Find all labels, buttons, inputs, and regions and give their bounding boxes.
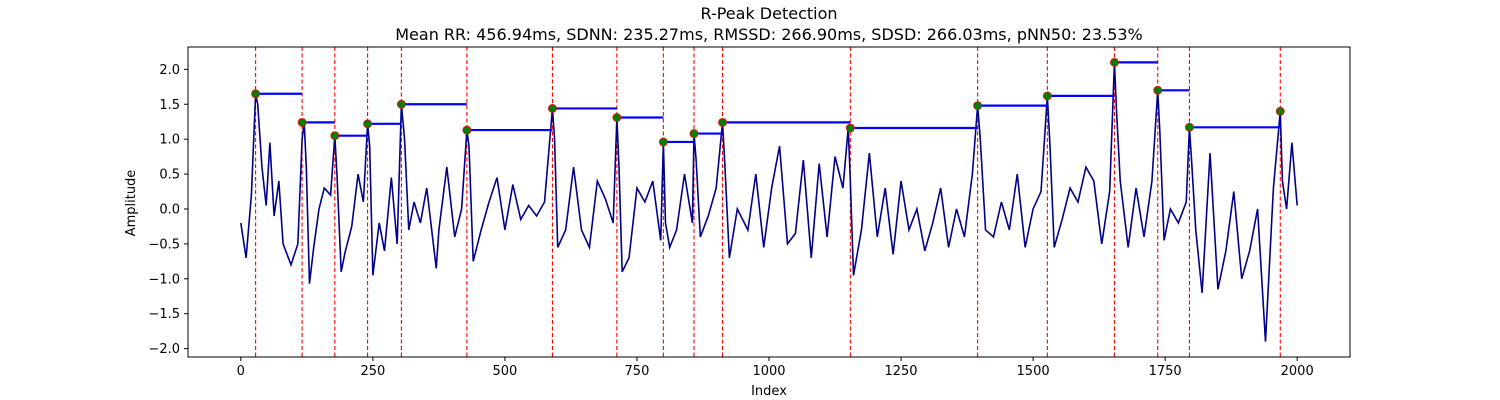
r-peak-point bbox=[1153, 85, 1163, 95]
y-axis-label: Amplitude bbox=[124, 170, 139, 237]
y-tick-label: −1.5 bbox=[148, 307, 180, 322]
rr-interval-segments bbox=[255, 61, 1281, 144]
chart-subtitle: Mean RR: 456.94ms, SDNN: 235.27ms, RMSSD… bbox=[395, 25, 1143, 44]
plot-area bbox=[240, 47, 1298, 357]
r-peak-point bbox=[330, 131, 340, 141]
y-tick-label: −1.0 bbox=[148, 272, 180, 287]
x-tick-label: 2000 bbox=[1281, 364, 1314, 379]
y-tick-label: 2.0 bbox=[159, 63, 180, 78]
x-axis: 0 250 500 750 1000 1250 1500 1750 2000 bbox=[237, 357, 1314, 379]
y-tick-label: 1.0 bbox=[159, 133, 180, 148]
r-peak-point bbox=[845, 123, 855, 133]
y-tick-label: 0.5 bbox=[159, 168, 180, 183]
ecg-signal-line bbox=[240, 62, 1298, 342]
y-tick-label: 1.5 bbox=[159, 98, 180, 113]
y-tick-label: −2.0 bbox=[148, 342, 180, 357]
x-tick-label: 750 bbox=[625, 364, 650, 379]
x-tick-label: 1750 bbox=[1149, 364, 1182, 379]
r-peak-points bbox=[251, 57, 1285, 147]
r-peak-point bbox=[297, 118, 307, 127]
r-peak-point bbox=[1110, 57, 1119, 67]
chart-title: R-Peak Detection bbox=[700, 4, 837, 23]
x-axis-label: Index bbox=[751, 384, 787, 399]
r-peak-point bbox=[658, 137, 668, 147]
x-tick-label: 1250 bbox=[884, 364, 917, 379]
y-axis: −2.0 −1.5 −1.0 −0.5 0.0 0.5 1.0 1.5 2.0 bbox=[148, 63, 188, 357]
r-peak-point bbox=[718, 118, 727, 127]
r-peak-point bbox=[462, 125, 472, 135]
r-peak-point bbox=[396, 99, 406, 109]
r-peak-point bbox=[548, 104, 557, 113]
x-tick-label: 1500 bbox=[1017, 364, 1050, 379]
r-peak-point bbox=[973, 101, 983, 111]
r-peak-point bbox=[363, 119, 372, 129]
x-tick-label: 250 bbox=[360, 364, 385, 379]
r-peak-point bbox=[1042, 91, 1052, 101]
r-peak-point bbox=[1185, 122, 1194, 132]
y-tick-label: 0.0 bbox=[159, 202, 180, 217]
x-tick-label: 0 bbox=[237, 364, 245, 379]
r-peak-point bbox=[1275, 106, 1285, 116]
r-peak-point bbox=[251, 89, 261, 99]
x-tick-label: 500 bbox=[492, 364, 517, 379]
r-peak-point bbox=[689, 129, 699, 138]
y-tick-label: −0.5 bbox=[148, 237, 180, 252]
r-peak-point bbox=[612, 113, 622, 122]
x-tick-label: 1000 bbox=[752, 364, 785, 379]
r-peak-markers-lines bbox=[255, 47, 1281, 357]
